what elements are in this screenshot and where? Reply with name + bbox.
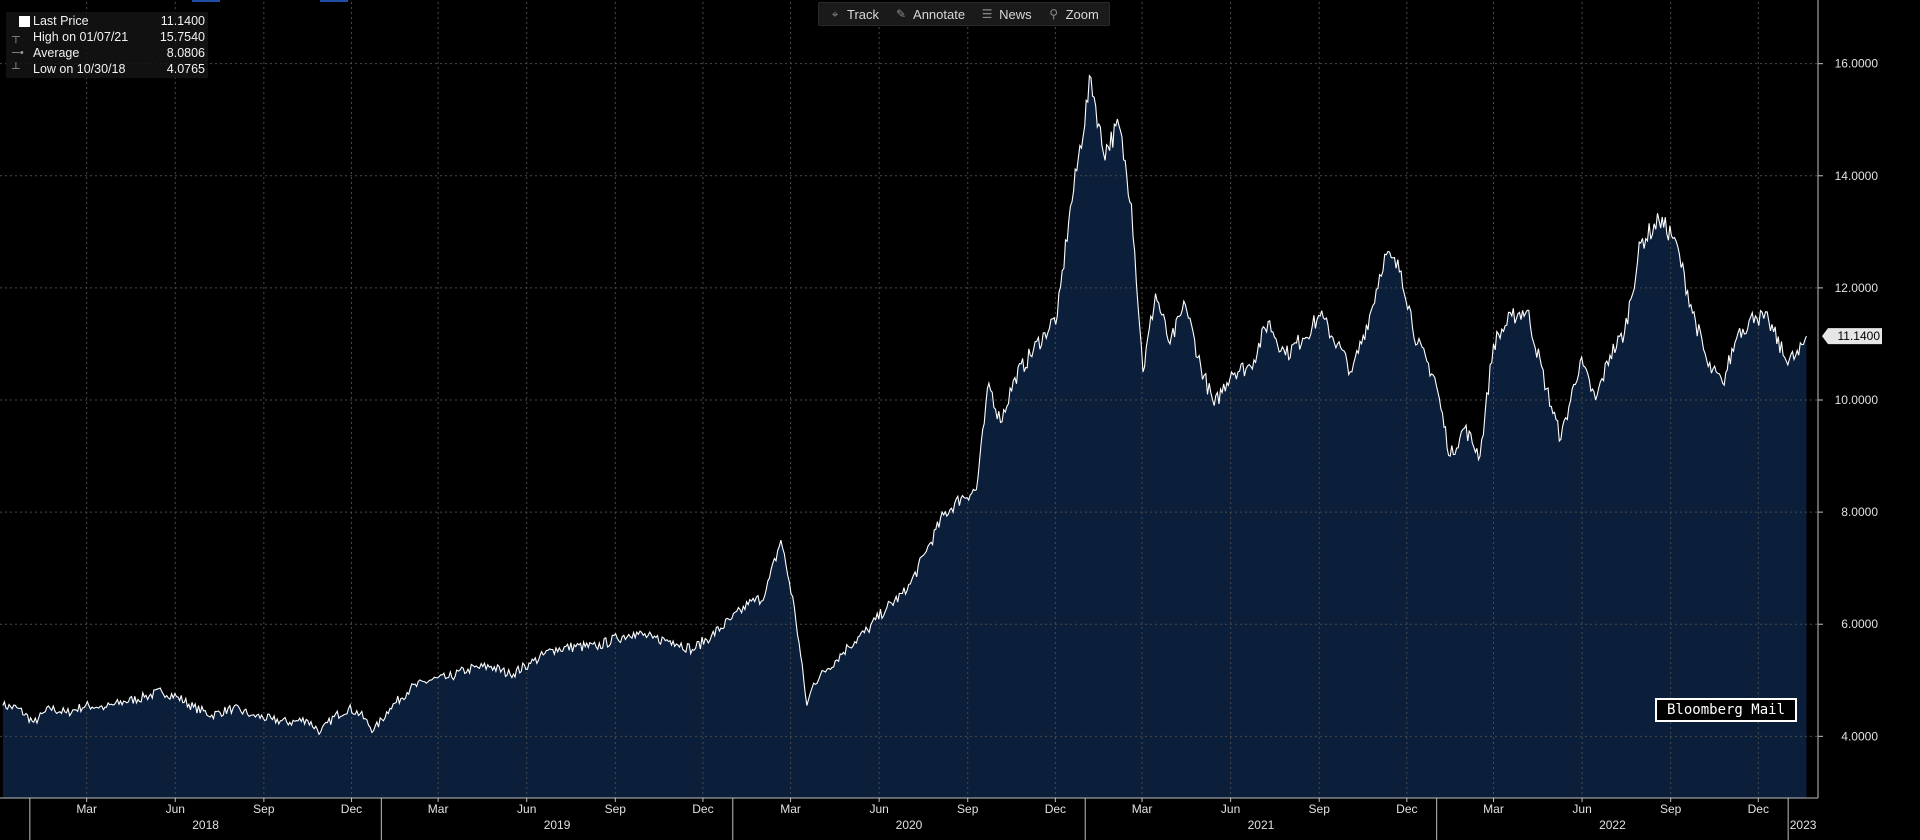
price-area: [2, 75, 1807, 799]
legend-row-low[interactable]: ┴ Low on 10/30/18 4.0765: [9, 61, 205, 77]
x-tick-label-month: Sep: [957, 802, 979, 816]
y-tick-label: 12.0000: [1835, 281, 1879, 295]
x-tick-label-month: Dec: [341, 802, 362, 816]
track-button[interactable]: ⌖ Track: [823, 4, 885, 24]
bloomberg-mail-button[interactable]: Bloomberg Mail: [1655, 698, 1798, 722]
x-tick-label-year: 2022: [1599, 818, 1626, 832]
x-tick-label-month: Sep: [253, 802, 275, 816]
tab-indicator: [192, 0, 220, 2]
series-swatch-icon: [9, 15, 33, 27]
zoom-button[interactable]: ⚲ Zoom: [1042, 4, 1105, 24]
legend-value: 4.0765: [166, 62, 205, 76]
chart-toolbar: ⌖ Track ✎ Annotate ☰ News ⚲ Zoom: [818, 2, 1110, 26]
low-marker-icon: ┴: [9, 63, 20, 75]
y-tick-label: 14.0000: [1835, 169, 1879, 183]
magnifier-icon: ⚲: [1049, 7, 1058, 21]
chart-legend: Last Price 11.1400 ┬ High on 01/07/21 15…: [6, 12, 208, 78]
legend-value: 8.0806: [166, 46, 205, 60]
news-label: News: [999, 6, 1032, 22]
y-tick-label: 10.0000: [1835, 393, 1879, 407]
x-tick-label-year: 2018: [192, 818, 219, 832]
x-tick-label-month: Dec: [1748, 802, 1769, 816]
legend-label: High on 01/07/21: [33, 30, 129, 44]
x-tick-label-month: Jun: [1221, 802, 1240, 816]
x-tick-label-month: Jun: [166, 802, 185, 816]
legend-label: Last Price: [33, 14, 89, 28]
x-tick-label-month: Mar: [780, 802, 801, 816]
legend-row-average[interactable]: ─• Average 8.0806: [9, 45, 205, 61]
x-tick-label-month: Dec: [1045, 802, 1066, 816]
price-line: [2, 74, 1807, 736]
x-tick-label-month: Sep: [605, 802, 627, 816]
legend-label: Low on 10/30/18: [33, 62, 126, 76]
x-tick-label-year: 2020: [896, 818, 923, 832]
track-label: Track: [847, 6, 880, 22]
x-tick-label-year: 2021: [1248, 818, 1275, 832]
pencil-icon: ✎: [896, 7, 907, 21]
legend-value: 15.7540: [159, 30, 205, 44]
x-tick-label-month: Jun: [869, 802, 888, 816]
x-tick-label-year: 2023: [1790, 818, 1817, 832]
annotate-label: Annotate: [913, 6, 966, 22]
x-tick-label-month: Dec: [1396, 802, 1417, 816]
x-tick-label-month: Mar: [76, 802, 97, 816]
last-price-tag: [1822, 328, 1882, 345]
x-tick-label-month: Sep: [1660, 802, 1682, 816]
last-price-tag-label: 11.1400: [1838, 329, 1881, 343]
news-button[interactable]: ☰ News: [975, 4, 1038, 24]
legend-row-last-price[interactable]: Last Price 11.1400: [9, 13, 205, 29]
x-tick-label-month: Jun: [1572, 802, 1591, 816]
x-tick-label-month: Mar: [428, 802, 449, 816]
legend-label: Average: [33, 46, 80, 60]
average-marker-icon: ─•: [9, 47, 24, 59]
zoom-label: Zoom: [1065, 6, 1099, 22]
x-tick-label-month: Mar: [1132, 802, 1153, 816]
high-marker-icon: ┬: [9, 31, 20, 43]
x-tick-label-month: Jun: [517, 802, 536, 816]
x-tick-label-month: Dec: [692, 802, 713, 816]
y-tick-label: 4.0000: [1841, 729, 1878, 743]
legend-row-high[interactable]: ┬ High on 01/07/21 15.7540: [9, 29, 205, 45]
y-tick-label: 6.0000: [1841, 617, 1878, 631]
x-tick-label-month: Mar: [1483, 802, 1504, 816]
y-tick-label: 8.0000: [1841, 505, 1878, 519]
x-tick-label-month: Sep: [1309, 802, 1331, 816]
annotate-button[interactable]: ✎ Annotate: [889, 4, 971, 24]
x-tick-label-year: 2019: [544, 818, 571, 832]
news-icon: ☰: [981, 7, 993, 21]
tab-indicator: [320, 0, 348, 2]
y-tick-label: 16.0000: [1835, 57, 1879, 71]
crosshair-icon: ⌖: [831, 6, 839, 21]
legend-value: 11.1400: [160, 14, 205, 28]
